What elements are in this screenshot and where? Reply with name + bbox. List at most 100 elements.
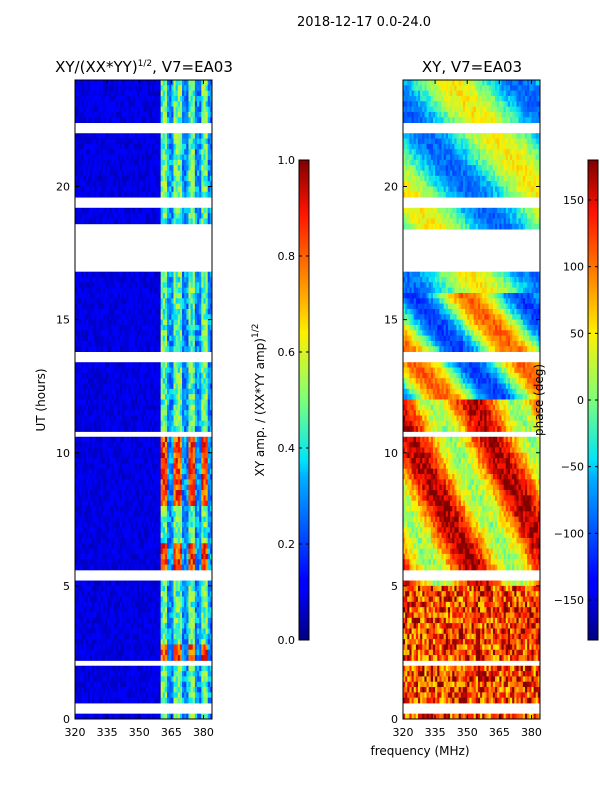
heatmap-cell xyxy=(113,181,117,187)
heatmap-cell xyxy=(75,585,78,592)
heatmap-cell xyxy=(164,277,168,283)
heatmap-cell xyxy=(81,308,84,315)
heatmap-cell xyxy=(122,468,125,475)
heatmap-cell xyxy=(126,447,129,454)
heatmap-cell xyxy=(75,463,78,470)
heatmap-cell xyxy=(89,452,93,459)
heatmap-cell xyxy=(190,303,194,310)
heatmap-cell xyxy=(149,585,153,592)
heatmap-cell xyxy=(152,314,155,321)
heatmap-cell xyxy=(199,372,202,379)
heatmap-cell xyxy=(130,154,134,161)
heatmap-cell xyxy=(158,506,162,512)
heatmap-cell xyxy=(117,580,121,587)
heatmap-cell xyxy=(173,527,177,534)
heatmap-cell xyxy=(197,559,200,565)
heatmap-cell xyxy=(109,458,112,464)
heatmap-cell xyxy=(139,410,142,416)
heatmap-cell xyxy=(81,346,84,352)
heatmap-cell xyxy=(158,516,162,523)
heatmap-cell xyxy=(137,117,140,124)
heatmap-cell xyxy=(156,404,159,411)
heatmap-cell xyxy=(162,559,166,565)
heatmap-cell xyxy=(201,474,204,480)
heatmap-cell xyxy=(79,559,82,565)
heatmap-cell xyxy=(141,85,144,92)
heatmap-cell xyxy=(83,500,87,507)
heatmap-cell xyxy=(102,293,106,299)
heatmap-cell xyxy=(205,90,209,97)
heatmap-cell xyxy=(139,138,142,145)
heatmap-cell xyxy=(100,218,104,225)
heatmap-cell xyxy=(149,213,153,219)
heatmap-cell xyxy=(173,181,177,187)
heatmap-cell xyxy=(154,564,157,571)
heatmap-cell xyxy=(160,293,164,299)
heatmap-cell xyxy=(102,181,106,187)
heatmap-cell xyxy=(122,372,125,379)
heatmap-cell xyxy=(186,80,189,86)
heatmap-cell xyxy=(100,495,104,502)
heatmap-cell xyxy=(117,293,121,299)
heatmap-cell xyxy=(92,495,95,502)
heatmap-cell xyxy=(96,330,99,336)
heatmap-cell xyxy=(137,165,140,171)
heatmap-cell xyxy=(87,191,91,198)
heatmap-cell xyxy=(203,521,206,528)
heatmap-cell xyxy=(162,548,166,555)
heatmap-cell xyxy=(201,404,204,411)
heatmap-cell xyxy=(169,383,172,390)
heatmap-cell xyxy=(184,436,187,443)
heatmap-cell xyxy=(143,298,147,305)
heatmap-cell xyxy=(164,559,168,565)
heatmap-cell xyxy=(156,537,159,544)
heatmap-cell xyxy=(199,527,202,534)
heatmap-cell xyxy=(92,388,95,395)
heatmap-cell xyxy=(122,346,125,352)
heatmap-cell xyxy=(94,298,97,305)
heatmap-cell xyxy=(79,420,82,427)
heatmap-cell xyxy=(152,175,155,182)
heatmap-cell xyxy=(164,367,168,374)
heatmap-cell xyxy=(109,447,112,454)
heatmap-cell xyxy=(145,324,149,331)
heatmap-cell xyxy=(77,106,80,113)
heatmap-cell xyxy=(87,452,91,459)
heatmap-cell xyxy=(109,85,112,92)
heatmap-cell xyxy=(192,165,196,171)
heatmap-cell xyxy=(154,213,157,219)
heatmap-cell xyxy=(143,479,147,486)
heatmap-cell xyxy=(83,159,87,166)
heatmap-cell xyxy=(137,394,140,400)
heatmap-cell xyxy=(134,548,138,555)
heatmap-cell xyxy=(156,282,159,289)
heatmap-cell xyxy=(179,154,183,161)
heatmap-cell xyxy=(152,95,155,102)
heatmap-cell xyxy=(104,516,108,523)
heatmap-cell xyxy=(100,394,104,400)
heatmap-cell xyxy=(184,308,187,315)
heatmap-cell xyxy=(92,399,95,406)
heatmap-cell xyxy=(107,484,110,491)
heatmap-cell xyxy=(158,133,162,139)
heatmap-cell xyxy=(158,378,162,384)
heatmap-cell xyxy=(199,495,202,502)
heatmap-cell xyxy=(162,303,166,310)
heatmap-cell xyxy=(126,95,129,102)
heatmap-cell xyxy=(92,213,95,219)
heatmap-cell xyxy=(171,207,174,214)
heatmap-cell xyxy=(119,319,123,326)
heatmap-cell xyxy=(201,442,204,448)
heatmap-cell xyxy=(201,468,204,475)
heatmap-cell xyxy=(96,111,99,118)
heatmap-cell xyxy=(134,442,138,448)
heatmap-cell xyxy=(201,181,204,187)
heatmap-cell xyxy=(186,490,189,496)
heatmap-cell xyxy=(182,463,185,470)
heatmap-cell xyxy=(89,532,93,539)
heatmap-cell xyxy=(201,383,204,390)
heatmap-cell xyxy=(149,484,153,491)
heatmap-cell xyxy=(182,426,185,432)
heatmap-cell xyxy=(83,80,87,86)
heatmap-cell xyxy=(205,388,209,395)
